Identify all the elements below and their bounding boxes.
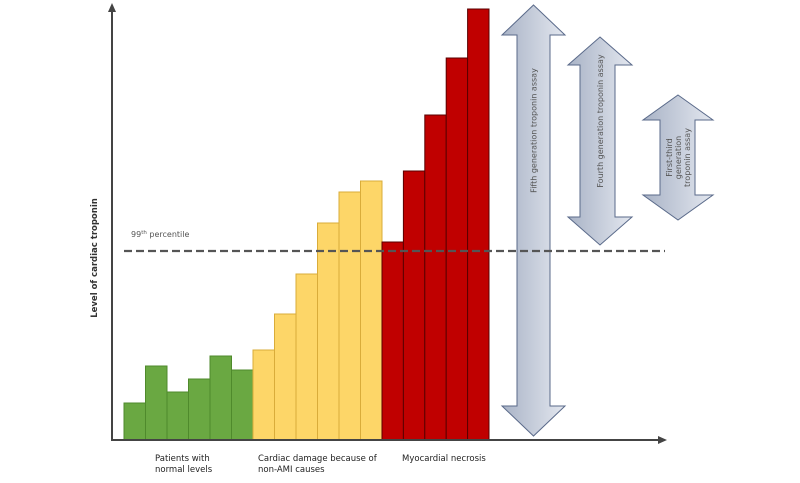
- x-axis-arrowhead: [658, 436, 667, 444]
- bar: [145, 365, 168, 441]
- group-label: normal levels: [155, 465, 213, 475]
- bar: [424, 114, 447, 441]
- bar: [317, 222, 340, 441]
- bar: [166, 391, 189, 441]
- assay-range-arrow: [566, 36, 634, 246]
- bar: [209, 355, 232, 441]
- assay-range-arrow: [641, 94, 715, 221]
- bar: [231, 369, 254, 441]
- bar: [402, 170, 426, 441]
- bar: [338, 191, 361, 441]
- bar: [123, 402, 146, 441]
- assay-label: generation: [674, 136, 683, 180]
- threshold-label: 99th percentile: [131, 230, 189, 239]
- bar: [295, 273, 318, 441]
- group-label: Cardiac damage because of: [258, 454, 378, 464]
- bar: [445, 57, 469, 441]
- y-axis-label: Level of cardiac troponin: [90, 198, 100, 318]
- bar: [252, 349, 275, 441]
- bar: [360, 180, 383, 441]
- y-axis-arrowhead: [108, 3, 116, 12]
- assay-label: Fifth generation troponin assay: [530, 68, 539, 193]
- bar: [381, 241, 404, 441]
- bar: [274, 313, 297, 441]
- group-label: Myocardial necrosis: [402, 454, 486, 464]
- group-label: non-AMI causes: [258, 465, 325, 475]
- bar: [467, 8, 490, 441]
- assay-label: troponin assay: [683, 128, 692, 187]
- bar: [188, 378, 211, 441]
- assay-label: First-third: [665, 138, 674, 176]
- assay-label: Fourth generation troponin assay: [596, 54, 605, 188]
- assay-range-arrow: [500, 4, 567, 437]
- group-label: Patients with: [155, 454, 210, 464]
